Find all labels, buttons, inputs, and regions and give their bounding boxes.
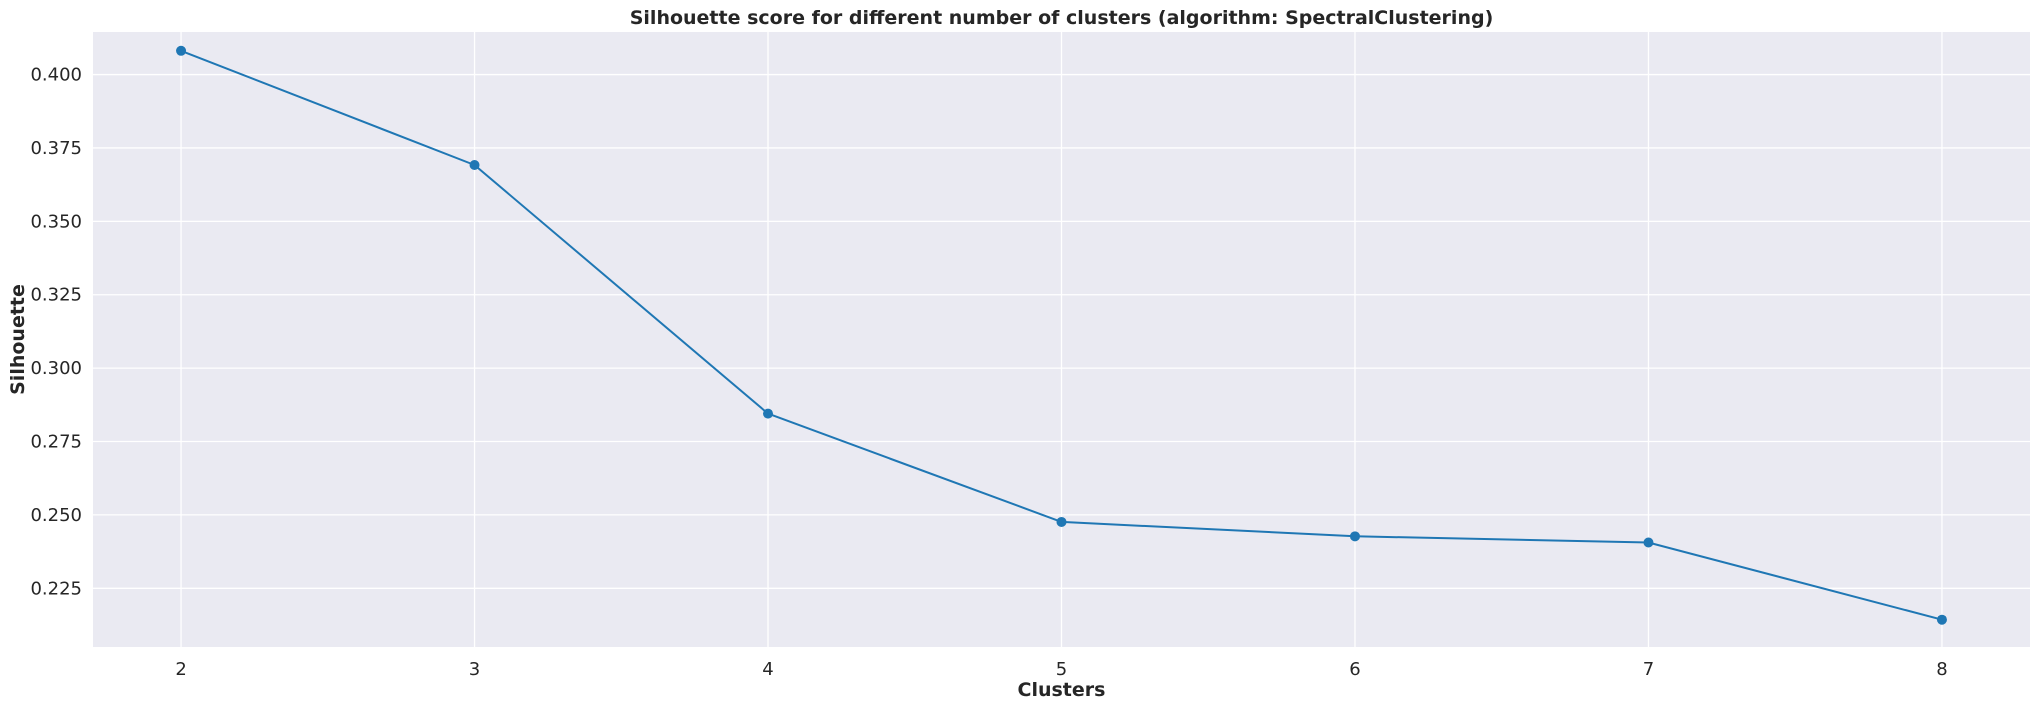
data-point: [1643, 537, 1654, 548]
data-point: [1349, 531, 1360, 542]
y-tick-label: 0.300: [30, 358, 82, 379]
y-tick-label: 0.250: [30, 505, 82, 526]
data-point: [176, 45, 187, 56]
x-tick-label: 6: [1349, 659, 1360, 680]
data-point: [1056, 516, 1067, 527]
y-tick-label: 0.350: [30, 211, 82, 232]
x-tick-label: 2: [175, 659, 186, 680]
x-tick-label: 8: [1936, 659, 1947, 680]
x-tick-label: 3: [469, 659, 480, 680]
x-axis-label: Clusters: [1018, 679, 1106, 701]
data-point: [1936, 614, 1947, 625]
x-tick-label: 5: [1056, 659, 1067, 680]
y-tick-label: 0.325: [30, 285, 82, 306]
data-point: [763, 408, 774, 419]
data-point: [469, 159, 480, 170]
series-layer: [176, 45, 1947, 625]
y-tick-label: 0.275: [30, 432, 82, 453]
y-tick-label: 0.375: [30, 138, 82, 159]
y-axis-label: Silhouette: [7, 284, 29, 395]
chart-title: Silhouette score for different number of…: [630, 7, 1494, 29]
x-tick-label: 7: [1643, 659, 1654, 680]
x-tick-labels: 2 3 4 5 6 7 8: [175, 659, 1947, 680]
y-tick-label: 0.225: [30, 578, 82, 599]
y-tick-label: 0.400: [30, 65, 82, 86]
gridlines: [93, 32, 2030, 647]
y-tick-labels: 0.225 0.250 0.275 0.300 0.325 0.350 0.375 0.400: [30, 65, 82, 600]
x-tick-label: 4: [762, 659, 773, 680]
